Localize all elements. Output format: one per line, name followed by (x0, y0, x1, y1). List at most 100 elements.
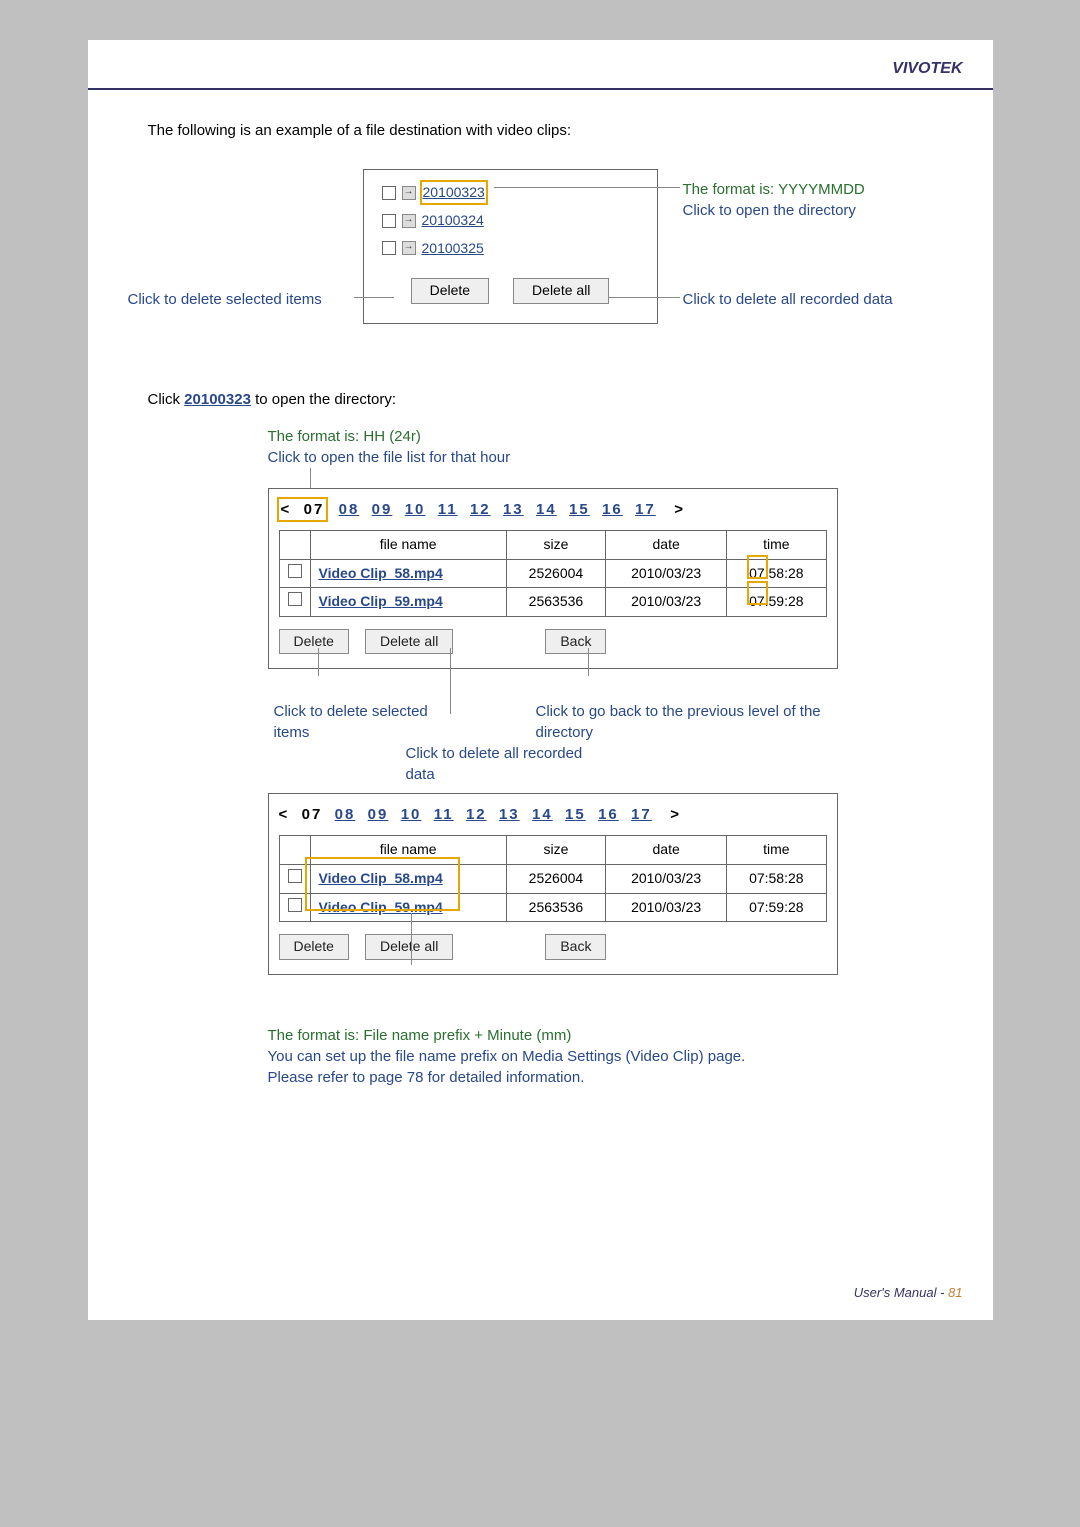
cell-time: 07:59:28 (727, 893, 826, 922)
date-row-0[interactable]: 20100323 (382, 182, 639, 203)
col-size: size (506, 531, 605, 560)
delete-button[interactable]: Delete (411, 278, 489, 304)
file-link[interactable]: Video Clip_59.mp4 (319, 593, 443, 609)
hour-link[interactable]: 09 (368, 806, 389, 823)
col-filename: file name (310, 836, 506, 865)
date-row-2[interactable]: 20100325 (382, 239, 639, 259)
hour-link[interactable]: 13 (499, 806, 520, 823)
col-checkbox (279, 836, 310, 865)
file-table: file name size date time Video Clip_58.m… (279, 835, 827, 922)
text-suffix: to open the directory: (251, 391, 396, 408)
back-button[interactable]: Back (545, 934, 606, 960)
table-row: Video Clip_59.mp4 2563536 2010/03/23 07:… (279, 893, 826, 922)
folder-icon (402, 186, 416, 200)
file-table-2-wrap: < 07 08 09 10 11 12 13 14 15 16 17 > fil… (268, 793, 838, 974)
hour-link[interactable]: 16 (602, 501, 623, 518)
file-table-2-box: < 07 08 09 10 11 12 13 14 15 16 17 > fil… (268, 793, 838, 974)
hour-current: 07 (304, 501, 325, 518)
connector-line (411, 913, 412, 965)
col-checkbox (279, 531, 310, 560)
table-row: Video Clip_58.mp4 2526004 2010/03/23 07:… (279, 559, 826, 588)
connector-line (608, 297, 680, 298)
callout-line: The format is: YYYYMMDD (683, 179, 865, 200)
hour-prev[interactable]: < (279, 806, 290, 823)
file-link[interactable]: Video Clip_58.mp4 (319, 870, 443, 886)
file-table-1-box: < 07 08 09 10 11 12 13 14 15 16 17 > fil… (268, 488, 838, 669)
hour-link[interactable]: 15 (569, 501, 590, 518)
delete-all-button[interactable]: Delete all (513, 278, 609, 304)
hour-link[interactable]: 17 (635, 501, 656, 518)
brand-header: VIVOTEK (88, 40, 993, 88)
filename-format-note2: Please refer to page 78 for detailed inf… (268, 1067, 908, 1088)
hour-link[interactable]: 14 (532, 806, 553, 823)
hour-next[interactable]: > (670, 806, 681, 823)
hour-link[interactable]: 12 (470, 501, 491, 518)
file-link[interactable]: Video Clip_58.mp4 (319, 565, 443, 581)
file-link[interactable]: Video Clip_59.mp4 (319, 899, 443, 915)
hour-next[interactable]: > (674, 501, 685, 518)
hour-prev[interactable]: < (281, 501, 292, 518)
hour-link[interactable]: 12 (466, 806, 487, 823)
delete-button[interactable]: Delete (279, 934, 349, 960)
hour-link[interactable]: 13 (503, 501, 524, 518)
cell-size: 2526004 (506, 864, 605, 893)
date-buttons-row: Delete Delete all (382, 278, 639, 304)
checkbox-icon[interactable] (288, 564, 302, 578)
intro-text: The following is an example of a file de… (148, 120, 933, 141)
hour-link[interactable]: 17 (631, 806, 652, 823)
callout-delete-selected: Click to delete selected items (274, 701, 444, 743)
checkbox-icon[interactable] (288, 869, 302, 883)
callout-delete-all: Click to delete all recorded data (406, 743, 606, 785)
hour-link[interactable]: 10 (405, 501, 426, 518)
header-rule (88, 88, 993, 90)
hour-link[interactable]: 08 (335, 806, 356, 823)
file-table-1-wrap: < 07 08 09 10 11 12 13 14 15 16 17 > fil… (268, 488, 838, 669)
checkbox-icon[interactable] (382, 186, 396, 200)
folder-icon (402, 241, 416, 255)
text-prefix: Click (148, 391, 185, 408)
hour-link[interactable]: 09 (372, 501, 393, 518)
footer-page-number: 81 (948, 1285, 962, 1300)
connector-line (318, 648, 319, 676)
hour-link[interactable]: 11 (438, 501, 458, 518)
hour-link[interactable]: 14 (536, 501, 557, 518)
callout-delete-selected: Click to delete selected items (128, 289, 322, 310)
page-content: The following is an example of a file de… (88, 120, 993, 1118)
hour-link[interactable]: 15 (565, 806, 586, 823)
table-header-row: file name size date time (279, 836, 826, 865)
folder-icon (402, 214, 416, 228)
filename-format-heading: The format is: File name prefix + Minute… (268, 1025, 933, 1046)
callout-back: Click to go back to the previous level o… (536, 701, 836, 743)
cell-time: 07:58:28 (727, 864, 826, 893)
connector-line (354, 297, 394, 298)
hour-link[interactable]: 16 (598, 806, 619, 823)
hour-click-heading: Click to open the file list for that hou… (268, 447, 933, 468)
date-link-0[interactable]: 20100323 (423, 184, 485, 200)
delete-all-button[interactable]: Delete all (365, 934, 453, 960)
hour-link[interactable]: 08 (339, 501, 360, 518)
cell-size: 2563536 (506, 893, 605, 922)
hour-current: 07 (302, 806, 323, 823)
delete-all-button[interactable]: Delete all (365, 629, 453, 655)
checkbox-icon[interactable] (382, 241, 396, 255)
table-buttons-row: Delete Delete all Back (279, 934, 827, 960)
date-link-1[interactable]: 20100324 (422, 211, 484, 231)
back-button[interactable]: Back (545, 629, 606, 655)
cell-date: 2010/03/23 (606, 864, 727, 893)
hour-link[interactable]: 11 (434, 806, 454, 823)
checkbox-icon[interactable] (288, 898, 302, 912)
cell-size: 2563536 (506, 588, 605, 617)
col-date: date (606, 836, 727, 865)
directory-link[interactable]: 20100323 (184, 391, 251, 408)
page-footer: User's Manual - 81 (854, 1285, 963, 1300)
date-row-1[interactable]: 20100324 (382, 211, 639, 231)
checkbox-icon[interactable] (288, 592, 302, 606)
date-link-2[interactable]: 20100325 (422, 239, 484, 259)
callout-date-format: The format is: YYYYMMDD Click to open th… (683, 179, 865, 221)
delete-button[interactable]: Delete (279, 629, 349, 655)
table-row: Video Clip_58.mp4 2526004 2010/03/23 07:… (279, 864, 826, 893)
connector-line (494, 187, 680, 188)
cell-time: 07:59:28 (727, 588, 826, 617)
hour-link[interactable]: 10 (401, 806, 422, 823)
checkbox-icon[interactable] (382, 214, 396, 228)
